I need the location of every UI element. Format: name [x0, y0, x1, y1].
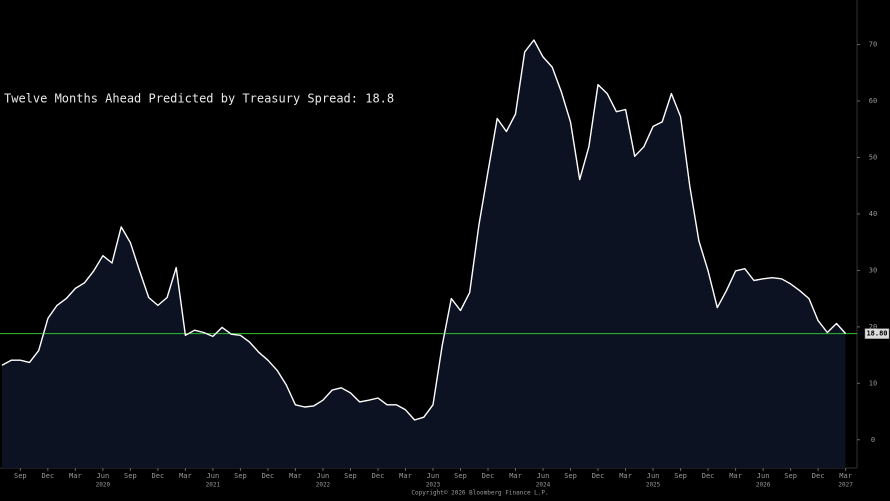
x-tick-label: Jun [427, 472, 440, 480]
x-tick-label: Mar [399, 472, 412, 480]
x-tick-label: Sep [14, 472, 27, 480]
x-tick-label: Mar [179, 472, 192, 480]
y-tick-label: 50 [869, 153, 877, 161]
x-tick-label: Sep [124, 472, 137, 480]
y-tick-label: 60 [869, 97, 877, 105]
year-label: 2023 [426, 482, 441, 489]
line [1, 39, 847, 421]
y-tick-label: 0 [871, 436, 875, 444]
x-tick-label: Mar [289, 472, 302, 480]
x-tick-label: Dec [482, 472, 495, 480]
x-tick-label: Mar [509, 472, 522, 480]
x-tick-label: Dec [372, 472, 385, 480]
chart-title: Twelve Months Ahead Predicted by Treasur… [4, 92, 394, 106]
reference-label-box [864, 328, 890, 339]
x-tick-label: Sep [784, 472, 797, 480]
year-label: 2020 [96, 482, 111, 489]
year-label: 2027 [838, 482, 853, 489]
x-tick-label: Jun [537, 472, 550, 480]
area [2, 40, 846, 468]
year-label: 2022 [316, 482, 331, 489]
x-tick-label: Jun [97, 472, 110, 480]
x-tick-label: Dec [702, 472, 715, 480]
y-tick-label: 70 [869, 41, 877, 49]
x-tick-label: Mar [619, 472, 632, 480]
x-tick-label: Sep [234, 472, 247, 480]
x-tick-label: Mar [839, 472, 852, 480]
x-tick-label: Sep [344, 472, 357, 480]
year-label: 2026 [756, 482, 771, 489]
x-tick-label: Sep [454, 472, 467, 480]
x-tick-label: Dec [152, 472, 165, 480]
y-tick-label: 20 [869, 323, 877, 331]
x-tick-label: Dec [592, 472, 605, 480]
year-label: 2021 [206, 482, 221, 489]
x-tick-label: Jun [757, 472, 770, 480]
x-tick-label: Mar [69, 472, 82, 480]
x-tick-label: Dec [262, 472, 275, 480]
x-tick-label: Dec [812, 472, 825, 480]
y-tick-label: 40 [869, 210, 877, 218]
year-label: 2024 [536, 482, 551, 489]
x-tick-label: Jun [207, 472, 220, 480]
x-tick-label: Mar [729, 472, 742, 480]
reference-label: 18.80 [866, 330, 887, 338]
y-tick-label: 30 [869, 266, 877, 274]
x-tick-label: Jun [647, 472, 660, 480]
x-tick-label: Jun [317, 472, 330, 480]
x-tick-label: Dec [42, 472, 55, 480]
source: Copyright© 2026 Bloomberg Finance L.P. [411, 490, 548, 497]
x-tick-label: Sep [674, 472, 687, 480]
year-label: 2025 [646, 482, 661, 489]
y-tick-label: 10 [869, 379, 877, 387]
x-tick-label: Sep [564, 472, 577, 480]
